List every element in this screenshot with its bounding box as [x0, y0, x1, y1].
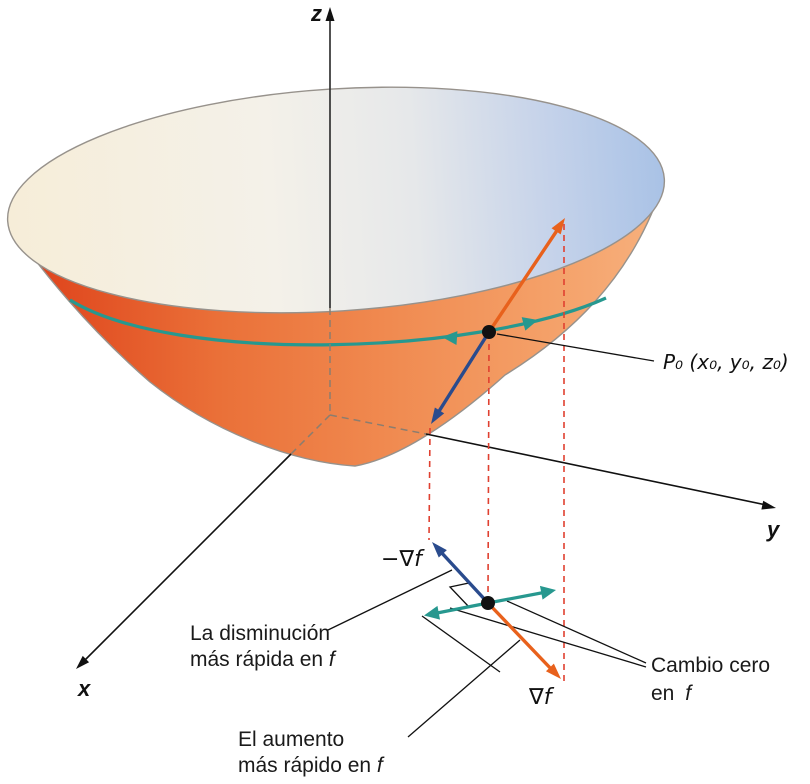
increase-pointer-line [407, 639, 521, 738]
tangent-plane-edge-line [421, 615, 501, 673]
p0-pointer-line [496, 333, 655, 362]
increase-label-line1: El aumento [238, 728, 344, 751]
point-p0 [482, 325, 496, 339]
decrease-label-line1: La disminución [190, 622, 330, 645]
zero-change-label-line1: Cambio cero [651, 654, 770, 677]
decrease-label-line2: más rápida en f [190, 648, 337, 671]
neg-gradient-arrow-surface-head-icon [431, 407, 445, 424]
zero-change-arrow-left-head-icon [424, 605, 441, 620]
zero-change-arrow-right [487, 589, 550, 605]
zero-change-label-line2: en f [651, 682, 693, 705]
gradient-arrow-surface-head-icon [551, 218, 565, 235]
projection-lines [428, 224, 565, 683]
zero-change-pointer-line-lower [449, 607, 647, 668]
neg-gradient-arrow-surface [434, 331, 491, 417]
zero-change-arrow-left [431, 601, 489, 616]
y-axis-arrow-icon [761, 500, 776, 510]
gradient-arrow-plane-head-icon [545, 663, 561, 679]
zero-change-arrow-right-head-icon [539, 585, 556, 600]
p0-label: P₀ (x₀, y₀, z₀) [663, 350, 789, 374]
x-axis [79, 453, 292, 666]
neg-gradient-arrow-plane-head-icon [432, 542, 447, 558]
paraboloid-inner-surface [6, 86, 666, 314]
neg-gradient-label: −∇f [381, 547, 425, 572]
x-axis-label: x [77, 676, 91, 701]
y-axis-label: y [766, 517, 781, 542]
zero-change-pointer-line-upper [506, 600, 647, 664]
hidden-axes [290, 308, 427, 455]
z-axis-label: z [310, 1, 322, 26]
decrease-pointer-line [327, 569, 453, 631]
y-axis [425, 433, 772, 507]
projected-point [481, 596, 495, 610]
gradient-arrow-plane [486, 601, 556, 674]
neg-gradient-arrow-plane [438, 549, 490, 605]
gradient-label: ∇f [528, 685, 555, 710]
x-axis-arrow-icon [76, 655, 90, 669]
increase-label-line2: más rápido en f [238, 754, 385, 777]
level-curve-arrow-left-icon [442, 331, 458, 346]
z-axis-arrow-icon [325, 7, 335, 21]
level-curve-arrow-right-icon [521, 317, 538, 331]
gradient-arrow-surface [487, 225, 562, 333]
